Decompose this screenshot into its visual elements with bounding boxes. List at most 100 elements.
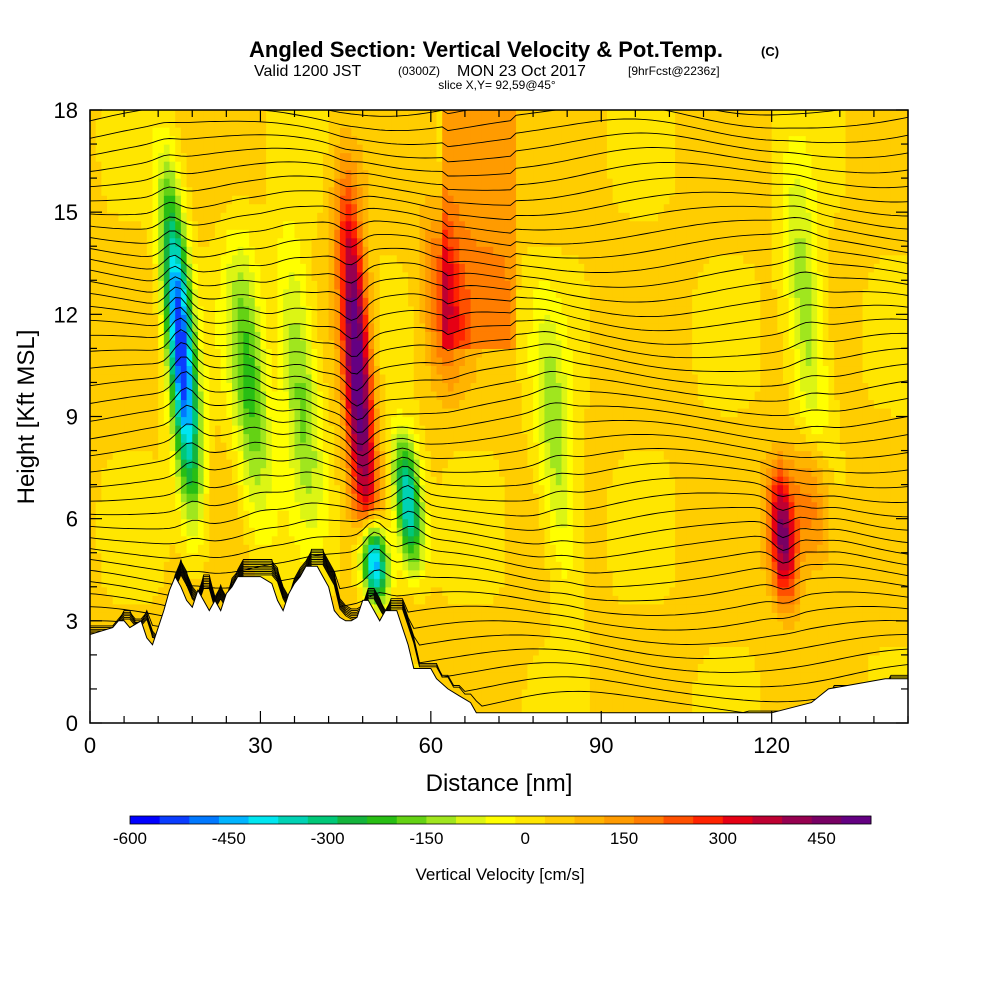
velocity-cell [658,535,665,545]
velocity-cell [260,476,267,486]
velocity-cell [646,603,653,613]
velocity-cell [555,476,563,486]
velocity-cell [493,620,500,630]
velocity-cell [481,510,489,520]
velocity-cell [822,569,830,579]
velocity-cell [794,680,801,690]
velocity-cell [663,595,671,605]
velocity-cell [902,459,908,469]
velocity-cell [726,527,733,537]
velocity-cell [606,612,614,622]
velocity-cell [658,612,665,622]
velocity-cell [447,569,455,579]
velocity-cell [322,467,330,477]
velocity-cell [663,442,671,452]
velocity-cell [504,586,511,596]
velocity-cell [885,595,892,605]
velocity-cell [765,646,773,656]
velocity-cell [430,552,438,562]
velocity-cell [464,629,472,639]
velocity-cell [550,654,557,664]
velocity-cell [623,433,631,443]
velocity-cell [226,552,233,562]
velocity-cell [743,518,750,528]
velocity-cell [828,552,835,562]
velocity-cell [595,578,602,588]
velocity-cell [527,705,534,716]
velocity-cell [470,637,477,647]
velocity-cell [675,586,682,596]
velocity-cell [459,518,466,528]
velocity-cell [481,442,489,452]
velocity-cell [356,425,364,435]
velocity-cell [845,612,852,622]
velocity-cell [158,467,165,477]
velocity-cell [589,535,597,545]
velocity-cell [146,569,154,579]
velocity-cell [379,450,386,460]
velocity-cell [374,433,381,443]
velocity-cell [726,586,733,596]
velocity-cell [90,561,97,571]
velocity-cell [873,442,881,452]
velocity-cell [783,476,790,486]
velocity-cell [368,484,375,494]
velocity-cell [873,476,881,486]
velocity-cell [890,476,898,486]
velocity-cell [135,603,142,613]
velocity-cell [453,510,460,520]
velocity-cell [192,425,199,435]
velocity-cell [896,654,903,664]
velocity-cell [646,697,653,707]
velocity-cell [328,442,335,452]
velocity-cell [606,527,614,537]
velocity-cell [584,578,591,588]
velocity-cell [748,586,756,596]
velocity-cell [95,544,102,554]
velocity-cell [873,603,881,613]
velocity-cell [180,544,188,554]
velocity-cell [811,476,818,486]
velocity-cell [419,629,426,639]
velocity-cell [152,569,159,579]
velocity-cell [254,467,262,477]
velocity-cell [873,552,881,562]
velocity-cell [101,527,108,537]
velocity-cell [197,467,205,477]
velocity-cell [436,510,443,520]
velocity-cell [339,544,347,554]
velocity-cell [504,518,511,528]
velocity-cell [589,527,597,537]
velocity-cell [277,510,284,520]
velocity-cell [243,552,250,562]
velocity-cell [237,493,244,503]
valid-time-prefix: Valid 1200 JST [254,63,362,80]
velocity-cell [817,561,824,571]
velocity-cell [765,450,773,460]
velocity-cell [822,629,830,639]
velocity-cell [743,510,750,520]
velocity-cell [311,527,318,537]
velocity-cell [737,637,744,647]
velocity-cell [476,671,483,682]
velocity-cell [550,680,557,690]
velocity-cell [408,578,415,588]
velocity-cell [635,578,642,588]
velocity-cell [572,459,580,469]
velocity-cell [890,484,898,494]
velocity-cell [124,612,131,622]
velocity-cell [601,697,608,707]
velocity-cell [794,612,801,622]
velocity-cell [459,578,466,588]
velocity-cell [828,527,835,537]
velocity-cell [862,467,869,477]
velocity-cell [805,476,813,486]
velocity-cell [209,484,216,494]
velocity-cell [760,646,767,656]
velocity-cell [561,476,568,486]
velocity-cell [476,612,483,622]
velocity-cell [533,697,540,707]
velocity-cell [197,459,205,469]
velocity-cell [817,552,824,562]
velocity-cell [453,561,460,571]
